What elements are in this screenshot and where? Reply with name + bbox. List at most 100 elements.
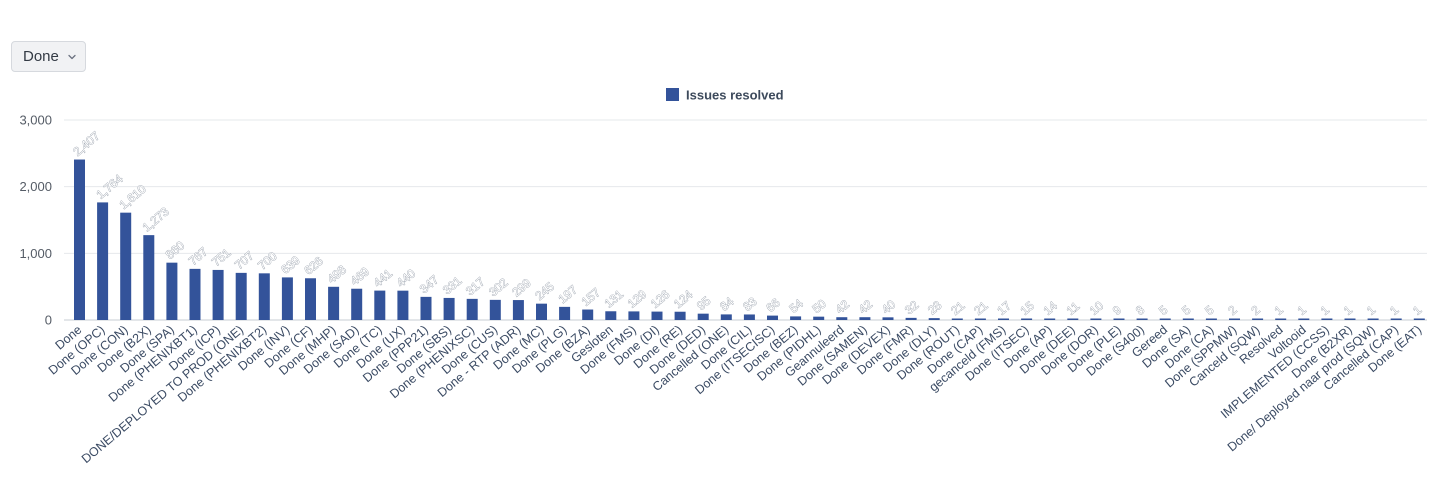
data-label: 126 bbox=[648, 287, 673, 311]
bar[interactable] bbox=[1159, 318, 1171, 321]
bar[interactable] bbox=[1229, 318, 1240, 321]
bar[interactable] bbox=[1090, 318, 1102, 321]
data-label: 15 bbox=[1018, 298, 1037, 318]
bar[interactable] bbox=[212, 269, 224, 320]
bar[interactable] bbox=[1390, 318, 1402, 321]
y-tick-label: 2,000 bbox=[19, 179, 52, 194]
data-label: 2 bbox=[1249, 303, 1263, 318]
y-tick-label: 0 bbox=[45, 313, 52, 328]
bar[interactable] bbox=[790, 316, 802, 320]
data-label: 469 bbox=[348, 264, 373, 288]
bar[interactable] bbox=[512, 300, 524, 320]
data-label: 83 bbox=[740, 294, 759, 314]
bar[interactable] bbox=[1275, 318, 1287, 321]
bar[interactable] bbox=[281, 277, 293, 320]
bar[interactable] bbox=[443, 297, 455, 320]
bar[interactable] bbox=[951, 318, 963, 321]
bar[interactable] bbox=[258, 273, 270, 320]
bar[interactable] bbox=[1044, 318, 1056, 321]
data-label: 347 bbox=[417, 272, 442, 296]
data-label: 626 bbox=[301, 254, 326, 278]
bar[interactable] bbox=[813, 316, 825, 320]
bar[interactable] bbox=[1321, 318, 1333, 321]
data-label: 331 bbox=[440, 273, 465, 297]
status-filter-value: Done bbox=[23, 48, 59, 65]
bar[interactable] bbox=[767, 315, 778, 320]
bar[interactable] bbox=[489, 299, 501, 320]
chevron-down-icon bbox=[68, 54, 76, 59]
data-label: 1 bbox=[1295, 303, 1309, 318]
legend[interactable]: Issues resolved bbox=[666, 88, 784, 103]
data-label: 50 bbox=[810, 296, 829, 316]
bar[interactable] bbox=[1367, 318, 1379, 321]
bar[interactable] bbox=[836, 317, 848, 320]
legend-swatch bbox=[666, 88, 679, 101]
bar[interactable] bbox=[743, 314, 755, 320]
bar[interactable] bbox=[420, 296, 432, 320]
bar[interactable] bbox=[1205, 318, 1217, 321]
data-label: 498 bbox=[325, 262, 350, 286]
data-label: 751 bbox=[209, 245, 234, 269]
data-label: 124 bbox=[671, 287, 696, 311]
data-label: 1,273 bbox=[140, 204, 172, 234]
bar[interactable] bbox=[1298, 318, 1310, 321]
bar[interactable] bbox=[1136, 318, 1148, 321]
bar[interactable] bbox=[97, 202, 109, 320]
bar[interactable] bbox=[1344, 318, 1356, 321]
bar[interactable] bbox=[998, 318, 1009, 321]
bar[interactable] bbox=[697, 313, 709, 320]
bar[interactable] bbox=[120, 212, 132, 320]
bar[interactable] bbox=[1252, 318, 1264, 321]
data-label: 129 bbox=[625, 287, 650, 311]
data-label: 28 bbox=[925, 298, 944, 318]
bar[interactable] bbox=[374, 290, 386, 320]
bar[interactable] bbox=[74, 159, 85, 320]
bar[interactable] bbox=[351, 288, 363, 320]
legend-label: Issues resolved bbox=[686, 88, 784, 103]
data-label: 131 bbox=[602, 287, 627, 311]
data-label: 5 bbox=[1156, 303, 1170, 318]
bar[interactable] bbox=[905, 317, 917, 320]
bar[interactable] bbox=[674, 311, 686, 320]
bar[interactable] bbox=[628, 311, 640, 320]
bar[interactable] bbox=[305, 278, 316, 320]
data-label: 95 bbox=[694, 293, 713, 313]
bar[interactable] bbox=[651, 311, 663, 320]
data-label: 8 bbox=[1133, 303, 1147, 318]
data-label: 639 bbox=[278, 253, 303, 277]
bar[interactable] bbox=[189, 268, 201, 320]
bar[interactable] bbox=[928, 318, 940, 320]
bar[interactable] bbox=[536, 303, 547, 320]
bar[interactable] bbox=[1182, 318, 1194, 321]
data-label: 441 bbox=[371, 266, 396, 290]
bar[interactable] bbox=[582, 309, 594, 320]
bar[interactable] bbox=[1113, 318, 1125, 321]
bar[interactable] bbox=[882, 317, 894, 320]
data-label: 440 bbox=[394, 266, 419, 290]
bar[interactable] bbox=[859, 317, 871, 320]
status-filter-dropdown[interactable]: Done bbox=[11, 41, 86, 72]
bar[interactable] bbox=[466, 298, 478, 320]
bar[interactable] bbox=[559, 306, 571, 320]
data-label: 302 bbox=[486, 275, 511, 299]
data-label: 21 bbox=[971, 298, 990, 318]
bar[interactable] bbox=[720, 314, 732, 320]
bar[interactable] bbox=[605, 311, 617, 320]
bar[interactable] bbox=[397, 290, 409, 320]
bar[interactable] bbox=[1413, 318, 1425, 321]
gridlines bbox=[64, 119, 1427, 321]
bar[interactable] bbox=[166, 262, 178, 320]
bar[interactable] bbox=[1067, 318, 1079, 321]
y-tick-label: 3,000 bbox=[19, 113, 52, 128]
data-label: 14 bbox=[1041, 298, 1060, 318]
bar[interactable] bbox=[1021, 318, 1033, 321]
data-label: 40 bbox=[879, 297, 898, 317]
bar[interactable] bbox=[328, 286, 340, 320]
bar[interactable] bbox=[974, 318, 986, 321]
bar[interactable] bbox=[235, 272, 247, 320]
data-label: 11 bbox=[1064, 299, 1083, 318]
bar[interactable] bbox=[143, 235, 155, 320]
